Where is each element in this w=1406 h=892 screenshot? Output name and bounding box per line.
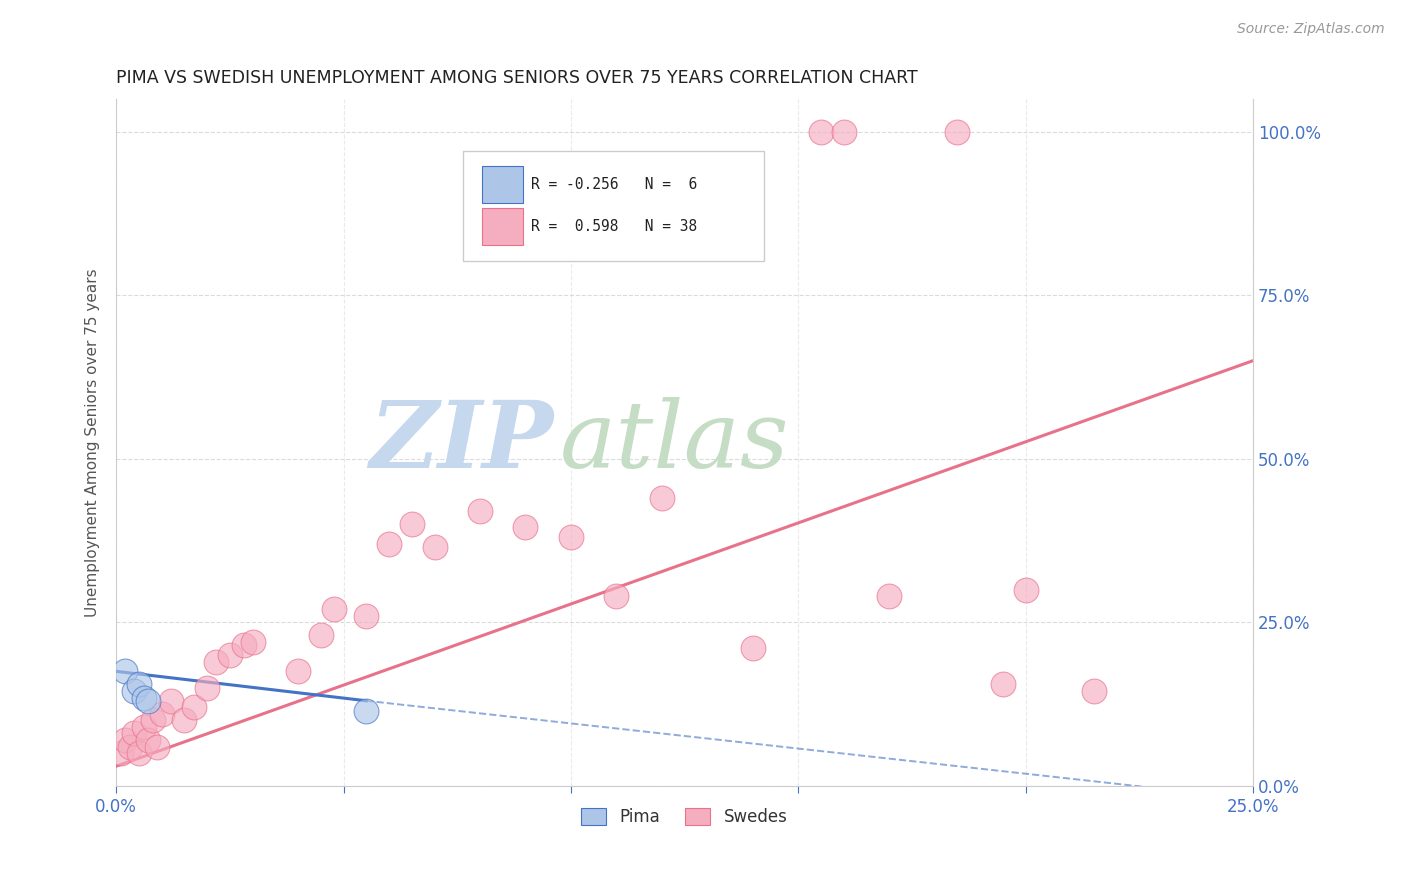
- Point: [287, 665, 309, 679]
- Point: [356, 608, 378, 623]
- Point: [378, 537, 401, 551]
- Text: ZIP: ZIP: [370, 398, 554, 488]
- Point: [605, 589, 627, 603]
- Point: [118, 739, 141, 754]
- Point: [560, 530, 582, 544]
- Point: [877, 589, 900, 603]
- Point: [991, 677, 1014, 691]
- Point: [423, 540, 446, 554]
- Point: [232, 638, 254, 652]
- Point: [651, 491, 673, 505]
- Point: [205, 655, 228, 669]
- Text: PIMA VS SWEDISH UNEMPLOYMENT AMONG SENIORS OVER 75 YEARS CORRELATION CHART: PIMA VS SWEDISH UNEMPLOYMENT AMONG SENIO…: [117, 69, 918, 87]
- Text: R = -0.256   N =  6: R = -0.256 N = 6: [531, 177, 697, 192]
- Point: [159, 694, 181, 708]
- Point: [741, 641, 763, 656]
- Point: [832, 125, 855, 139]
- FancyBboxPatch shape: [482, 208, 523, 245]
- Point: [946, 125, 969, 139]
- Point: [146, 739, 169, 754]
- Point: [114, 733, 136, 747]
- Point: [183, 700, 205, 714]
- Point: [468, 504, 491, 518]
- Point: [219, 648, 242, 662]
- Point: [128, 677, 150, 691]
- Point: [128, 746, 150, 760]
- Point: [132, 690, 155, 705]
- Point: [1014, 582, 1036, 597]
- Point: [309, 628, 332, 642]
- Point: [110, 746, 132, 760]
- Text: atlas: atlas: [560, 398, 789, 488]
- Point: [515, 520, 537, 534]
- Point: [142, 714, 165, 728]
- FancyBboxPatch shape: [463, 151, 763, 260]
- Point: [323, 602, 346, 616]
- Point: [195, 681, 218, 695]
- Legend: Pima, Swedes: Pima, Swedes: [575, 801, 794, 832]
- Point: [136, 733, 159, 747]
- Point: [401, 517, 423, 532]
- Text: R =  0.598   N = 38: R = 0.598 N = 38: [531, 219, 697, 235]
- Point: [173, 714, 195, 728]
- Point: [810, 125, 832, 139]
- Point: [124, 726, 146, 740]
- Point: [356, 704, 378, 718]
- Point: [242, 635, 264, 649]
- Y-axis label: Unemployment Among Seniors over 75 years: Unemployment Among Seniors over 75 years: [86, 268, 100, 616]
- Point: [114, 665, 136, 679]
- Text: Source: ZipAtlas.com: Source: ZipAtlas.com: [1237, 22, 1385, 37]
- Point: [150, 706, 173, 721]
- FancyBboxPatch shape: [482, 166, 523, 203]
- Point: [136, 694, 159, 708]
- Point: [1083, 684, 1105, 698]
- Point: [132, 720, 155, 734]
- Point: [124, 684, 146, 698]
